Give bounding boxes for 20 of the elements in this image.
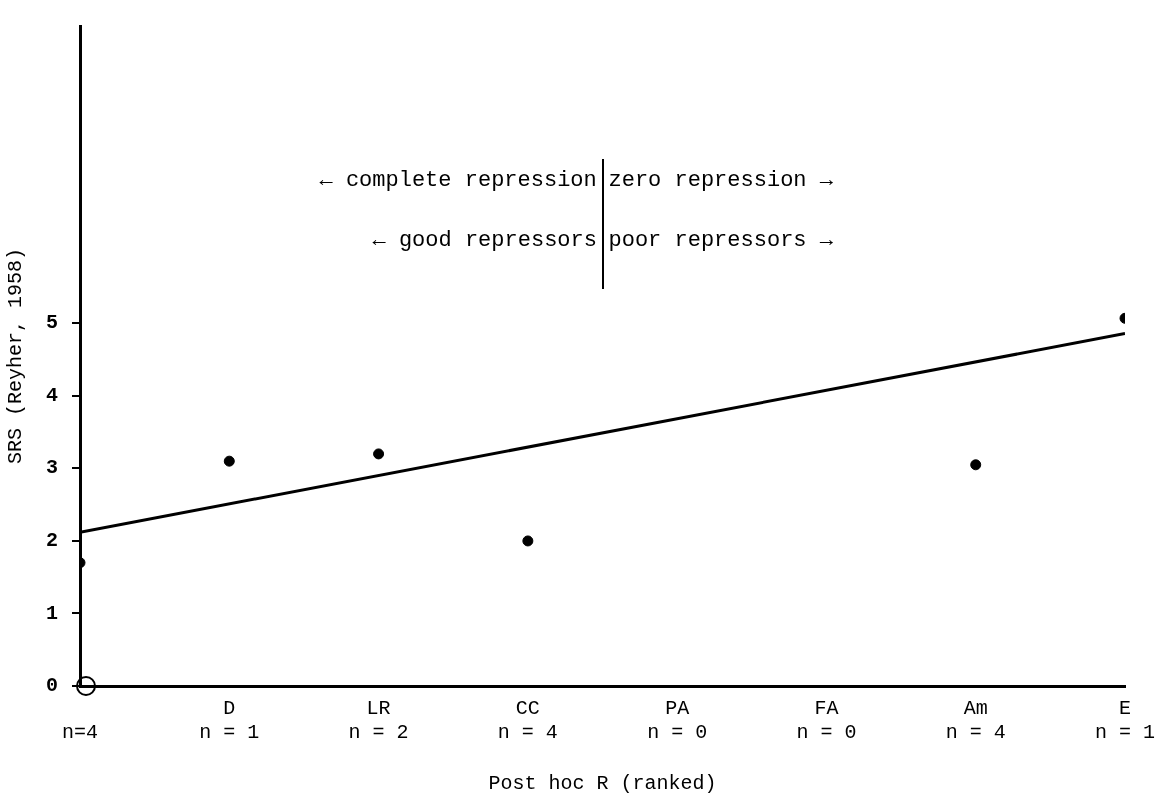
y-axis-title: SRS (Reyher, 1958) xyxy=(4,247,28,465)
annotation: ← good repressors xyxy=(372,228,597,253)
x-tick-label: Am n = 4 xyxy=(945,697,1006,745)
y-tick-label: 5 xyxy=(45,311,58,335)
y-tick-label: 1 xyxy=(45,601,58,625)
x-tick-label: E n = 1 xyxy=(1094,697,1156,745)
annotation: poor repressors → xyxy=(608,228,833,253)
y-tick-label: 4 xyxy=(45,383,58,407)
x-tick-label: n=4 xyxy=(61,721,99,745)
x-tick-label: LR n = 2 xyxy=(348,697,409,745)
y-tick-label: 3 xyxy=(45,456,58,480)
x-axis-title: Post hoc R (ranked) xyxy=(488,772,717,796)
x-tick-label: CC n = 4 xyxy=(497,697,558,745)
annotation: ← complete repression xyxy=(319,168,597,193)
annotation: zero repression → xyxy=(608,168,833,193)
y-tick-label: 0 xyxy=(45,674,58,698)
x-tick-label: FA n = 0 xyxy=(796,697,857,745)
x-tick-label: PA n = 0 xyxy=(647,697,708,745)
y-tick-label: 2 xyxy=(45,528,58,552)
x-tick-label: D n = 1 xyxy=(199,697,260,745)
